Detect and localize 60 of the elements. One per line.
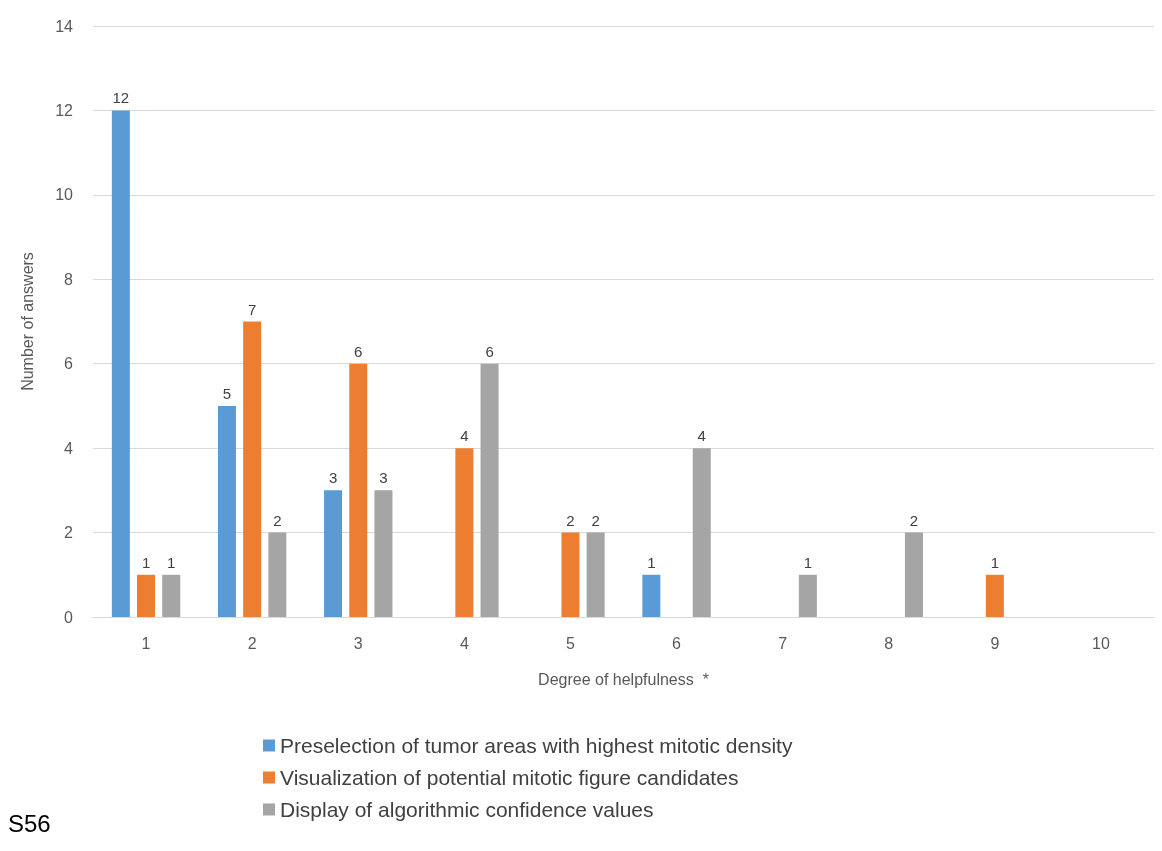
bar [985,574,1004,617]
bar [324,490,343,617]
data-label: 5 [222,384,232,402]
data-label: 4 [460,427,469,445]
x-tick-label: 6 [672,634,682,652]
x-axis-title: Degree of helpfulness * [538,670,709,688]
y-tick-label: 14 [55,17,74,35]
y-tick-label: 2 [64,524,74,542]
data-label: 2 [566,511,575,529]
bar [561,532,580,617]
x-tick-label: 10 [1092,634,1110,652]
data-label: 1 [141,553,151,571]
data-label: 3 [328,469,338,487]
x-tick-label: 9 [990,634,1000,652]
bar [642,574,661,617]
bar [162,574,181,617]
legend-label: Visualization of potential mitotic figure candidates [280,766,739,789]
bar [798,574,817,617]
x-tick-label: 5 [566,634,575,652]
data-label: 3 [379,469,388,487]
data-label: 12 [112,89,130,107]
data-label: 1 [803,553,813,571]
y-tick-label: 4 [64,439,74,457]
legend-label: Preselection of tumor areas with highest mitotic density [280,734,793,757]
y-axis-title: Number of answers [18,252,36,391]
text: S56 [8,809,51,837]
y-tick-label: 6 [64,355,74,373]
data-label: 7 [247,300,257,318]
x-tick-label: 4 [459,634,469,652]
bar [137,574,156,617]
bar [268,532,287,617]
x-tick-label: 7 [778,634,788,652]
legend-label: Display of algorithmic confidence values [280,798,654,821]
bar [692,448,711,617]
bar [349,363,368,617]
data-label: 1 [647,553,656,571]
data-label: 2 [909,511,919,529]
y-tick-label: 10 [55,186,74,204]
x-tick-label: 3 [353,634,363,652]
bar [243,321,262,617]
data-label: 6 [354,342,363,360]
x-tick-label: 2 [247,634,257,652]
bar [455,448,474,617]
x-tick-label: 1 [141,634,151,652]
y-tick-label: 8 [64,270,74,288]
data-label: 6 [485,342,494,360]
y-tick-label: 0 [64,608,74,626]
bar [586,532,605,617]
x-tick-label: 8 [884,634,894,652]
bar [111,110,130,617]
data-label: 1 [167,553,176,571]
bar [904,532,923,617]
data-label: 1 [990,553,1000,571]
bar [217,405,236,617]
data-label: 2 [591,511,600,529]
bar [480,363,499,617]
bar [374,490,393,617]
data-label: 4 [697,427,706,445]
data-label: 2 [273,511,282,529]
y-tick-label: 12 [55,101,74,119]
